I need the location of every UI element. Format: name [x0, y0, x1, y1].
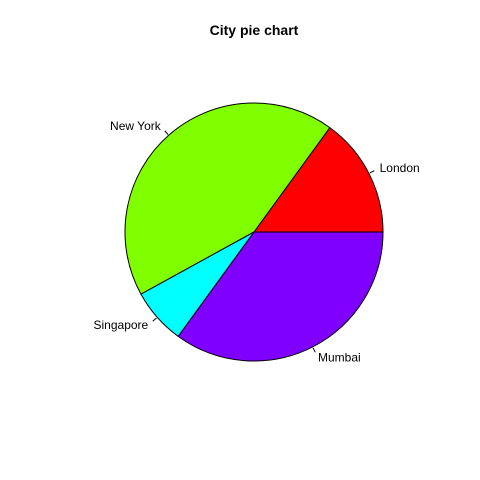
pie-slice-new-york [124, 102, 331, 295]
pie-label-tick-london [369, 170, 375, 174]
pie-label-tick-mumbai [312, 347, 316, 353]
pie-labels: London New York Singapore Mumbai [94, 119, 420, 364]
pie-label-tick-new-york [164, 130, 169, 135]
pie-label-mumbai: Mumbai [318, 351, 361, 365]
pie-slice-mumbai [177, 231, 384, 362]
pie-label-new-york: New York [110, 119, 162, 133]
pie-label-singapore: Singapore [94, 318, 149, 332]
chart-title: City pie chart [210, 22, 299, 38]
pie-label-london: London [380, 161, 420, 175]
pie-slices [124, 102, 384, 362]
pie-label-tick-singapore [152, 317, 157, 322]
pie-slice-london [253, 126, 384, 233]
